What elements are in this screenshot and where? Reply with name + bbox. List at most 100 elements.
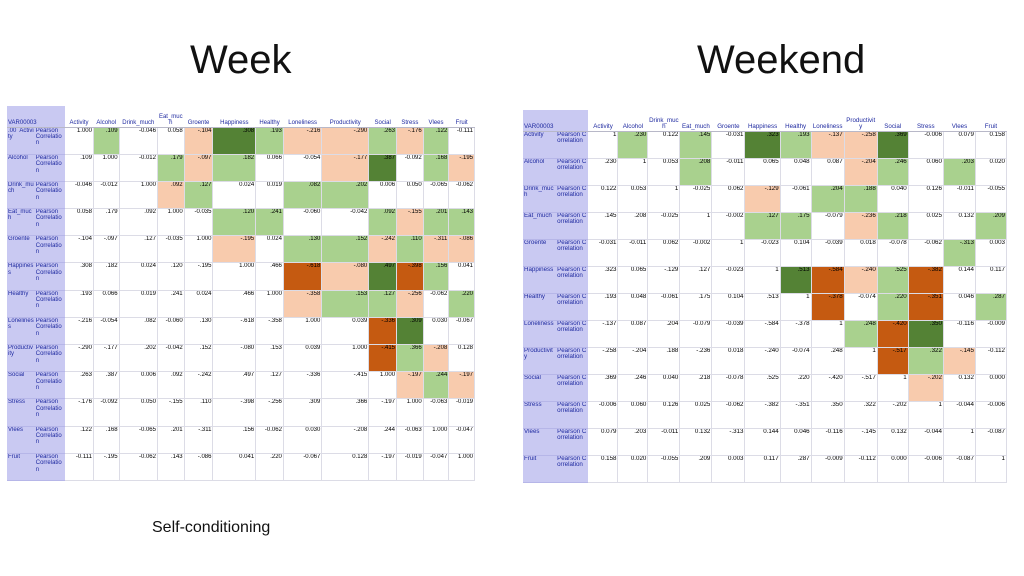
correlation-cell: -0.061 [780,185,812,213]
correlation-cell: -0.063 [396,426,424,454]
correlation-cell: -.420 [811,374,845,402]
correlation-cell: -0.067 [283,453,323,481]
table-row: Vlees Pearson Correlation 0.079.203 -0.011 0… [523,428,1008,456]
correlation-cell: -0.111 [448,127,475,155]
correlation-cell: .152 [184,344,214,373]
table-row: Drink_much Pearson Correlation -0.046 -0.01… [7,181,475,210]
correlation-cell: -0.062 [908,239,944,267]
correlation-cell: .127 [255,371,284,400]
correlation-cell: -0.002 [711,212,746,240]
correlation-cell: 0.020 [975,158,1008,186]
stat-label: Pearson Correlation [556,347,589,375]
correlation-cell: -.080 [321,262,370,291]
correlation-cell: .193 [588,293,619,321]
correlation-cell: 1.000 [212,262,257,291]
correlation-cell: 0.041 [448,262,475,291]
column-header: Alcohol [617,110,648,132]
column-header: Activity [64,106,94,128]
correlation-cell: -0.031 [711,131,746,159]
row-label: Productivity [523,347,557,375]
correlation-cell: -0.061 [647,293,681,321]
correlation-cell: .204 [811,185,845,213]
column-header: Healthy [255,106,284,128]
correlation-cell: -.398 [212,398,257,427]
correlation-cell: -.216 [64,317,94,346]
correlation-cell: 0.006 [368,181,398,210]
correlation-cell: -0.065 [119,426,158,454]
correlation-cell: .208 [617,212,649,240]
correlation-cell: 0.024 [255,235,284,264]
correlation-cell: .263 [64,371,94,400]
correlation-cell: .127 [679,266,713,294]
correlation-cell: 0.000 [975,374,1008,402]
correlation-cell: -0.046 [119,127,158,155]
correlation-cell: -.311 [184,426,214,454]
correlation-cell: .220 [255,453,284,481]
correlation-cell: 0.053 [647,158,681,186]
correlation-cell: .193 [780,131,812,159]
correlation-cell: .120 [212,208,257,237]
column-header: Groente [184,106,213,128]
correlation-cell: .220 [877,293,909,321]
correlation-cell: -0.009 [811,455,845,483]
correlation-cell: 0.066 [255,154,284,182]
stat-label: Pearson Correlation [556,185,589,213]
correlation-cell: -.155 [157,398,185,427]
correlation-cell: .193 [64,290,94,318]
correlation-cell: .218 [877,212,909,240]
row-label: Groente [7,235,35,264]
correlation-cell: -.382 [744,401,781,429]
correlation-cell: -0.062 [119,453,158,481]
correlation-cell: 1 [744,266,781,294]
correlation-cell: .204 [647,320,681,348]
correlation-cell: -.517 [844,374,878,402]
correlation-cell: -.155 [396,208,424,237]
correlation-cell: -.242 [184,371,214,400]
correlation-cell: -0.079 [679,320,713,348]
correlation-cell: -.313 [711,428,746,456]
correlation-cell: -0.031 [588,239,619,267]
correlation-cell: .193 [255,127,284,155]
correlation-cell: 0.000 [877,455,909,483]
column-header: Vlees [943,110,976,132]
stat-label: Pearson Correlation [556,428,589,456]
correlation-cell: 0.087 [811,158,845,186]
correlation-cell: .120 [157,262,185,291]
column-header: Eat_much [679,110,712,132]
correlation-cell: -0.112 [844,455,878,483]
correlation-cell: .182 [212,154,257,182]
correlation-cell: .309 [396,317,424,346]
row-label: Fruit [7,453,35,481]
correlation-cell: .248 [811,347,845,375]
stat-label: Pearson Correlation [34,235,65,264]
stat-label: Pearson Correlation [34,371,65,400]
table-row: Eat_much Pearson Correlation 0.058.179.092… [7,208,475,237]
correlation-cell: -0.009 [975,320,1008,348]
correlation-cell: -0.116 [811,428,845,456]
correlation-cell: .092 [119,208,158,237]
correlation-cell: -.415 [368,344,398,373]
stat-label: Pearson Correlation [556,374,589,402]
correlation-cell: -0.062 [255,426,284,454]
correlation-cell: -.129 [744,185,781,213]
correlation-cell: 1 [943,428,976,456]
correlation-cell: .323 [744,131,781,159]
column-header: Stress [396,106,424,128]
correlation-cell: .244 [423,371,450,400]
correlation-cell: -.195 [448,154,475,182]
correlation-cell: 0.040 [647,374,681,402]
correlation-cell: .323 [588,266,619,294]
correlation-cell: .202 [321,181,370,210]
correlation-cell: -.195 [184,262,214,291]
column-header: Alcohol [93,106,120,128]
correlation-cell: 0.128 [321,453,370,481]
correlation-cell: .309 [283,398,323,427]
correlation-cell: 0.122 [647,131,681,159]
correlation-cell: -.195 [93,453,120,481]
correlation-cell: .092 [368,208,398,237]
correlation-cell: 0.053 [617,185,649,213]
correlation-cell: 1.000 [157,208,185,237]
correlation-cell: -0.060 [283,208,323,237]
row-label: Activity [523,131,557,159]
row-label: Fruit [523,455,557,483]
